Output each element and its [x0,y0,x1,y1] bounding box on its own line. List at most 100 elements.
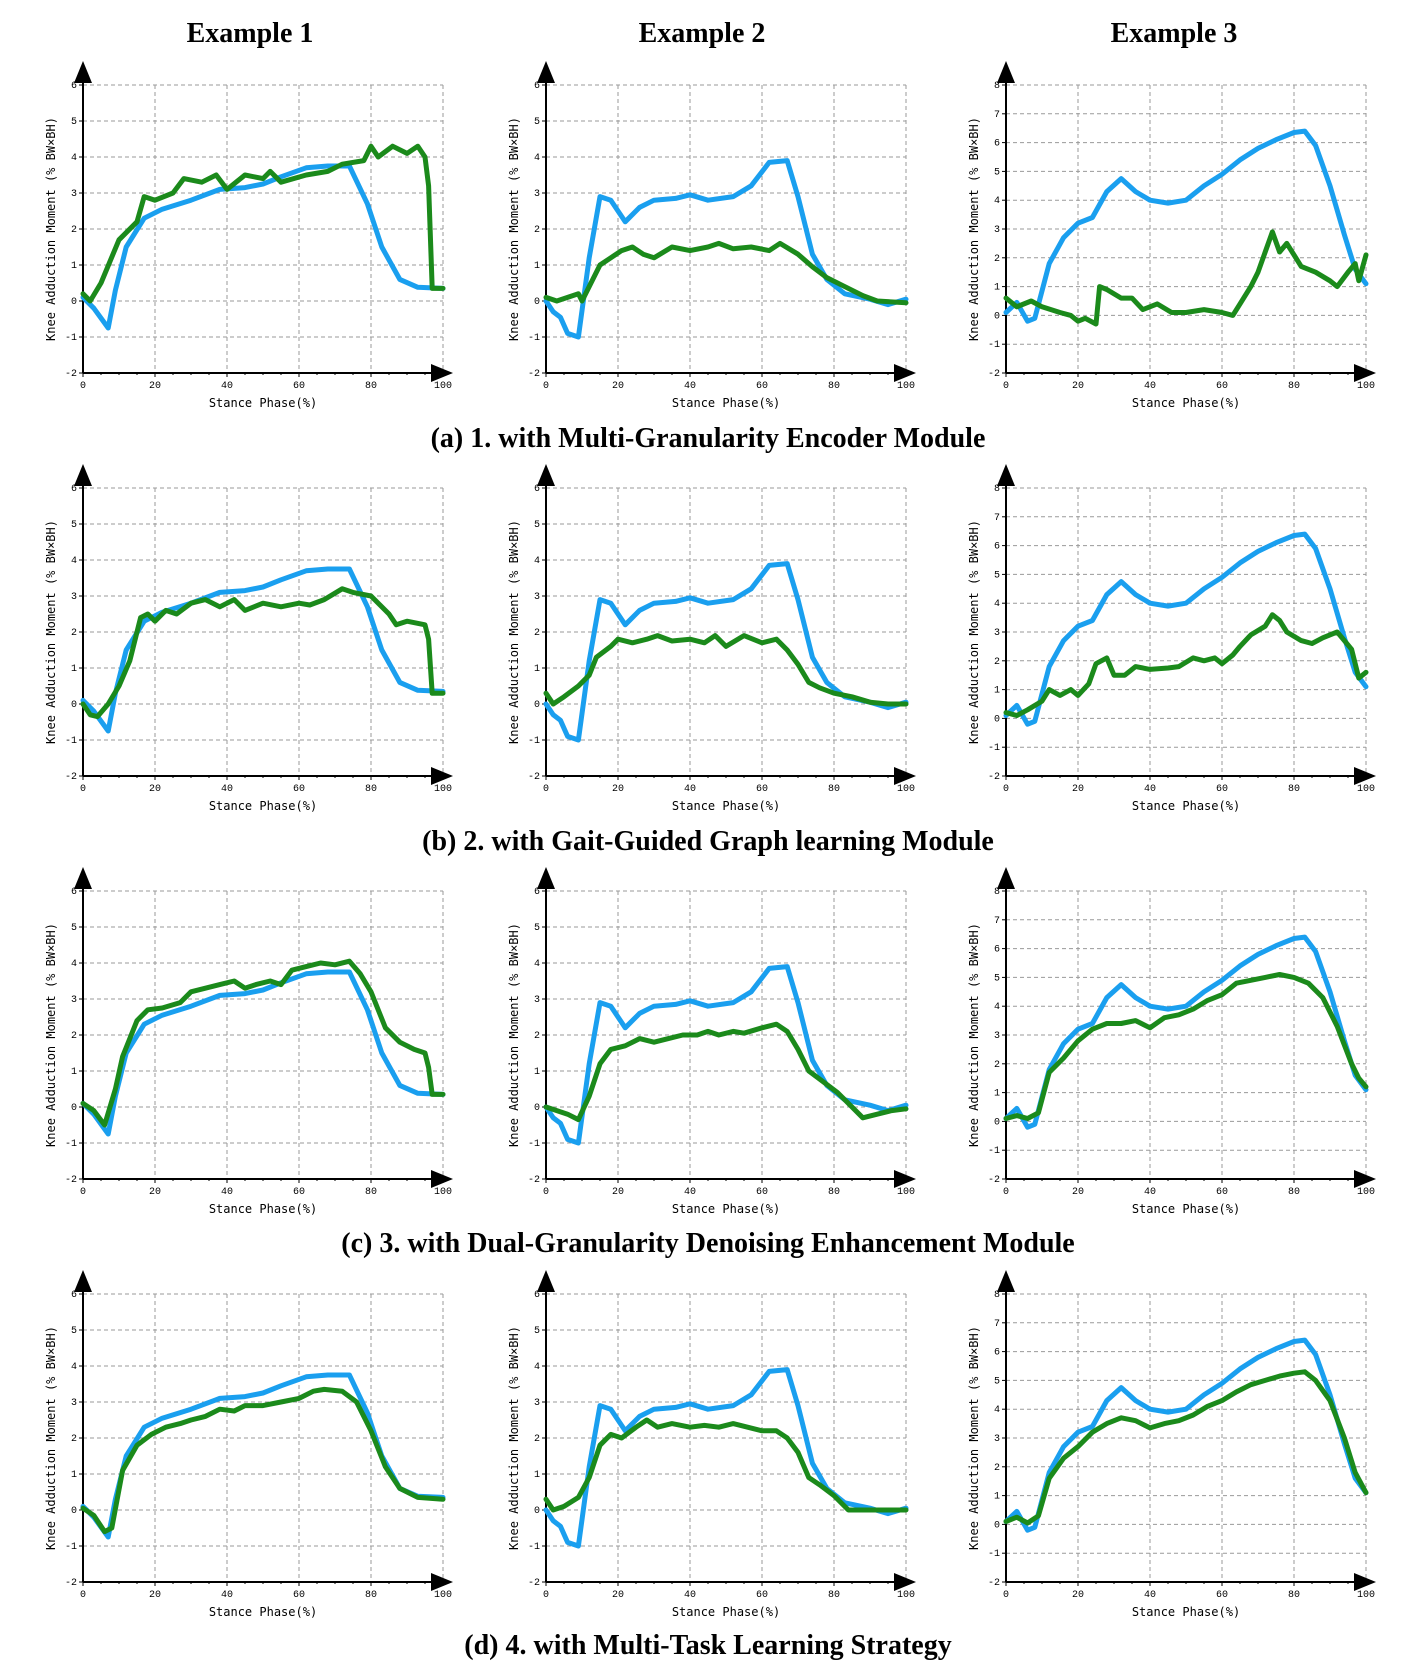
x-tick-label: 20 [149,1590,161,1601]
y-tick-label: -2 [65,1578,77,1589]
x-tick-label: 80 [365,784,377,795]
y-tick-label: 4 [994,1002,1000,1013]
series-line-green [543,240,909,306]
y-tick-label: -2 [988,369,1000,380]
y-tick-label: 6 [71,887,77,898]
series-line-blue [543,1367,909,1549]
y-tick-label: 0 [534,1103,540,1114]
y-axis-arrow-icon [537,867,555,889]
y-tick-label: 6 [71,81,77,92]
y-tick-label: 0 [534,1506,540,1517]
y-axis-arrow-icon [74,464,92,486]
y-tick-label: -2 [988,1175,1000,1186]
x-tick-label: 0 [543,1187,549,1198]
x-tick-label: 40 [221,1590,233,1601]
y-tick-label: 1 [994,283,1000,294]
x-axis-label: Stance Phase(%) [672,396,780,410]
y-tick-label: 2 [994,1060,1000,1071]
y-tick-label: -1 [65,333,77,344]
x-tick-label: 0 [80,784,86,795]
x-axis-arrow-icon [894,1573,916,1591]
y-axis-arrow-icon [74,867,92,889]
series-line-green [1003,612,1369,718]
x-axis-arrow-icon [1354,1573,1376,1591]
y-tick-label: 2 [534,628,540,639]
y-tick-label: 1 [534,1067,540,1078]
y-tick-label: 5 [994,167,1000,178]
y-tick-label: -1 [528,333,540,344]
y-tick-label: 2 [994,657,1000,668]
x-tick-label: 0 [543,1590,549,1601]
y-tick-label: 3 [534,995,540,1006]
x-tick-label: 20 [1072,1187,1084,1198]
x-tick-label: 60 [1216,1590,1228,1601]
x-tick-label: 60 [1216,1187,1228,1198]
x-axis-arrow-icon [894,1170,916,1188]
y-tick-label: 8 [994,1290,1000,1301]
x-tick-label: 0 [80,1590,86,1601]
y-tick-label: -2 [528,1578,540,1589]
y-axis-label: Knee Adduction Moment (% BW×BH) [507,117,521,341]
y-tick-label: 4 [71,1362,77,1373]
series-line-green [1003,1369,1369,1526]
y-axis-arrow-icon [537,1270,555,1292]
x-tick-label: 100 [1357,1187,1375,1198]
y-tick-label: 0 [71,1103,77,1114]
y-tick-label: -2 [988,772,1000,783]
y-tick-label: 4 [534,556,540,567]
x-tick-label: 80 [1288,1590,1300,1601]
x-tick-label: 80 [828,1187,840,1198]
y-tick-label: 1 [534,1470,540,1481]
x-axis-arrow-icon [431,1573,453,1591]
y-tick-label: 4 [71,959,77,970]
x-tick-label: 20 [612,1187,624,1198]
x-tick-label: 40 [684,784,696,795]
y-tick-label: 0 [994,1117,1000,1128]
x-axis-label: Stance Phase(%) [672,799,780,813]
y-tick-label: 0 [994,1520,1000,1531]
y-tick-label: -1 [988,743,1000,754]
x-tick-label: 80 [828,784,840,795]
y-tick-label: 4 [534,153,540,164]
x-tick-label: 20 [612,1590,624,1601]
x-tick-label: 0 [1003,1187,1009,1198]
x-tick-label: 80 [1288,1187,1300,1198]
y-tick-label: 8 [994,484,1000,495]
y-tick-label: 3 [71,189,77,200]
series-line-blue [80,566,446,734]
series-line-green [80,586,446,720]
y-tick-label: 5 [534,117,540,128]
x-tick-label: 40 [684,1187,696,1198]
x-axis-label: Stance Phase(%) [1132,799,1240,813]
y-tick-label: 5 [71,520,77,531]
y-axis-label: Knee Adduction Moment (% BW×BH) [44,1326,58,1550]
x-tick-label: 20 [612,784,624,795]
y-axis-label: Knee Adduction Moment (% BW×BH) [44,923,58,1147]
y-tick-label: -1 [988,1549,1000,1560]
series-line-blue [80,1372,446,1540]
y-tick-label: 0 [534,297,540,308]
y-axis-label: Knee Adduction Moment (% BW×BH) [507,923,521,1147]
x-tick-label: 100 [1357,1590,1375,1601]
x-tick-label: 60 [293,381,305,392]
y-tick-label: 0 [994,714,1000,725]
x-tick-label: 100 [1357,381,1375,392]
series-line-blue [80,163,446,331]
y-tick-label: 4 [994,599,1000,610]
y-tick-label: 1 [994,686,1000,697]
y-axis-label: Knee Adduction Moment (% BW×BH) [967,923,981,1147]
y-tick-label: 5 [534,520,540,531]
series-line-blue [543,964,909,1146]
y-tick-label: -1 [528,1139,540,1150]
x-axis-label: Stance Phase(%) [209,799,317,813]
x-axis-arrow-icon [1354,364,1376,382]
y-tick-label: 5 [994,570,1000,581]
y-tick-label: 4 [534,1362,540,1373]
y-axis-arrow-icon [997,61,1015,83]
series-line-green [1003,229,1369,327]
y-axis-arrow-icon [537,464,555,486]
y-tick-label: -1 [65,1139,77,1150]
y-tick-label: 8 [994,81,1000,92]
